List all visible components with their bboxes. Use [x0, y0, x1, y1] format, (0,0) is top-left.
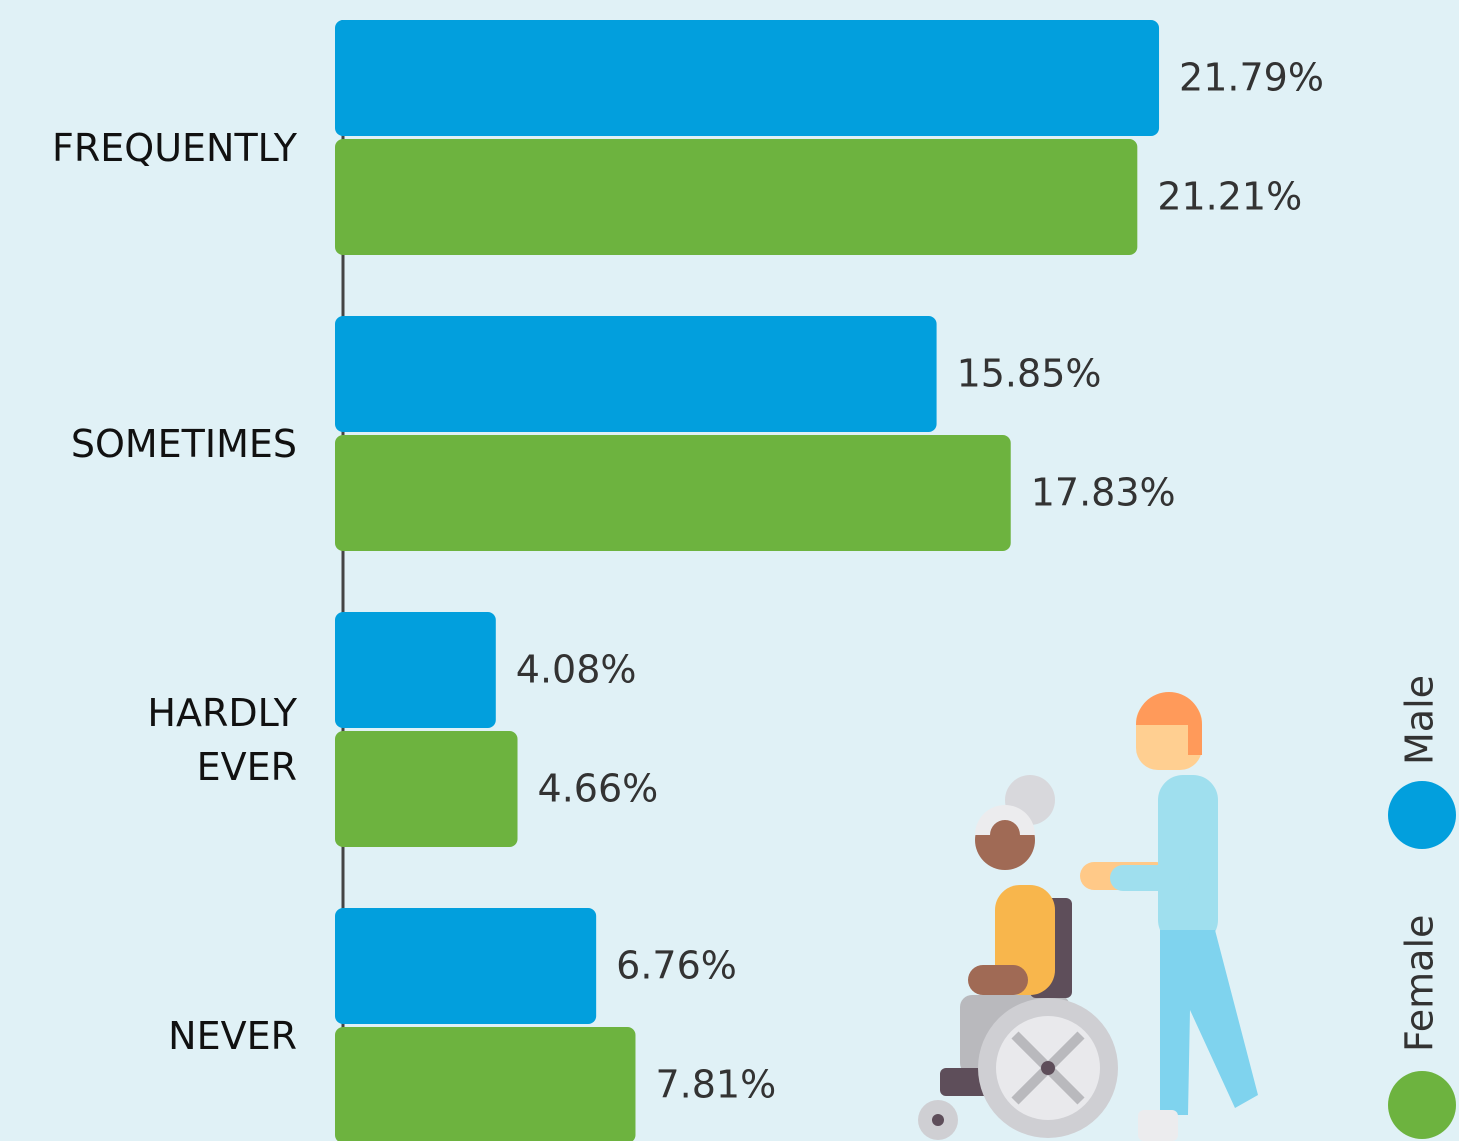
bar — [335, 20, 1159, 136]
bar — [335, 316, 937, 432]
bar — [335, 731, 518, 847]
bar — [335, 435, 1011, 551]
bar — [335, 1027, 635, 1141]
page: 21.79% 21.21% 15.85% 17.83% 4.08% 4.66% 6.76% 7… — [0, 0, 1459, 1141]
category-label: FREQUENTLY — [0, 121, 297, 175]
value-label: 6.76% — [616, 944, 737, 988]
legend-label: Male — [1398, 675, 1442, 765]
legend-marker — [1388, 781, 1456, 849]
value-label: 4.66% — [538, 767, 659, 811]
value-label: 21.79% — [1179, 56, 1324, 100]
value-label: 7.81% — [655, 1063, 776, 1107]
bar — [335, 139, 1137, 255]
category-label: NEVER — [0, 1009, 297, 1063]
value-label: 17.83% — [1031, 471, 1176, 515]
bar — [335, 612, 496, 728]
legend-label: Female — [1398, 915, 1442, 1052]
value-label: 15.85% — [957, 352, 1102, 396]
legend-marker — [1388, 1071, 1456, 1139]
value-label: 21.21% — [1157, 175, 1302, 219]
bar — [335, 908, 596, 1024]
category-label: SOMETIMES — [0, 417, 297, 471]
illustration — [918, 692, 1258, 1141]
value-label: 4.08% — [516, 648, 637, 692]
category-label: HARDLY EVER — [0, 686, 297, 794]
